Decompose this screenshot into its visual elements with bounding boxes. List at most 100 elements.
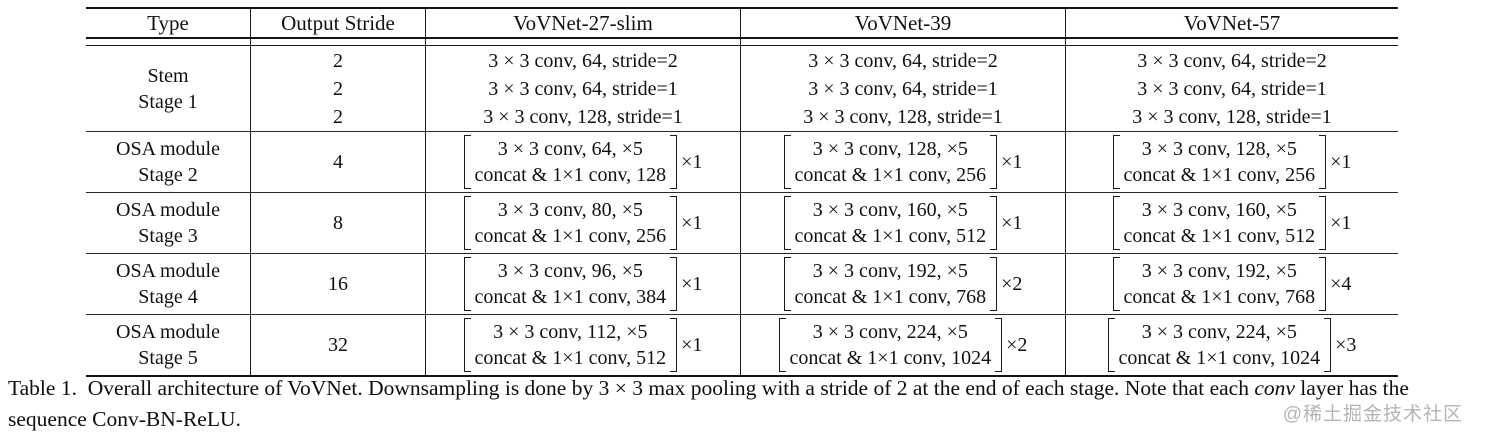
- type-label-line: OSA module: [116, 138, 220, 160]
- cell-output-stride: 2 2 2: [250, 46, 425, 131]
- osa-module-spec: 3 × 3 conv, 80, ×5 concat & 1×1 conv, 25…: [471, 197, 671, 249]
- matrix-bracket-left: [463, 318, 471, 372]
- matrix-bracket-left: [1112, 135, 1120, 189]
- conv-layer-spec: 3 × 3 conv, 80, ×5: [497, 199, 643, 221]
- stride-value: 2: [333, 105, 343, 128]
- osa-module-spec: 3 × 3 conv, 192, ×5 concat & 1×1 conv, 7…: [791, 258, 991, 310]
- type-label-line: OSA module: [116, 199, 220, 221]
- osa-module-spec: 3 × 3 conv, 128, ×5 concat & 1×1 conv, 2…: [1120, 136, 1320, 188]
- osa-module-spec: 3 × 3 conv, 64, ×5 concat & 1×1 conv, 12…: [471, 136, 671, 188]
- matrix-bracket-right: [1319, 135, 1327, 189]
- concat-layer-spec: concat & 1×1 conv, 128: [474, 164, 667, 186]
- architecture-table: Type Output Stride VoVNet-27-slim VoVNet…: [86, 7, 1398, 377]
- type-label-line: Stem: [147, 64, 189, 87]
- osa-module-block: 3 × 3 conv, 224, ×5 concat & 1×1 conv, 1…: [1107, 318, 1357, 372]
- cell-output-stride: 16: [250, 254, 425, 314]
- osa-module-block: 3 × 3 conv, 224, ×5 concat & 1×1 conv, 1…: [778, 318, 1027, 372]
- matrix-bracket-right: [990, 135, 998, 189]
- matrix-bracket-right: [990, 257, 998, 311]
- repeat-multiplier: ×1: [1330, 150, 1352, 173]
- matrix-bracket-right: [995, 318, 1003, 372]
- type-label-line: Stage 2: [138, 164, 198, 186]
- repeat-multiplier: ×1: [681, 333, 703, 356]
- matrix-bracket-right: [670, 135, 678, 189]
- col-header-vovnet-39: VoVNet-39: [740, 9, 1065, 37]
- osa-module-block: 3 × 3 conv, 64, ×5 concat & 1×1 conv, 12…: [463, 135, 703, 189]
- row-stage-2: OSA module Stage 2 4 3 × 3 conv, 64, ×5 …: [86, 131, 1398, 192]
- cell-vovnet39-stage4: 3 × 3 conv, 192, ×5 concat & 1×1 conv, 7…: [740, 254, 1065, 314]
- repeat-multiplier: ×1: [681, 150, 703, 173]
- matrix-bracket-left: [1112, 196, 1120, 250]
- cell-type: OSA module Stage 2: [86, 132, 250, 192]
- osa-module-spec: 3 × 3 conv, 224, ×5 concat & 1×1 conv, 1…: [786, 319, 996, 371]
- concat-layer-spec: concat & 1×1 conv, 512: [794, 225, 987, 247]
- caption-text: layer has the sequence Conv-BN-ReLU.: [8, 376, 1409, 431]
- stride-value: 2: [333, 49, 343, 72]
- conv-layer-spec: 3 × 3 conv, 128, ×5: [1141, 138, 1297, 160]
- matrix-bracket-right: [670, 257, 678, 311]
- conv-layer-spec: 3 × 3 conv, 224, ×5: [1141, 321, 1297, 343]
- cell-vovnet27-stage4: 3 × 3 conv, 96, ×5 concat & 1×1 conv, 38…: [425, 254, 740, 314]
- osa-module-spec: 3 × 3 conv, 128, ×5 concat & 1×1 conv, 2…: [791, 136, 991, 188]
- repeat-multiplier: ×1: [681, 272, 703, 295]
- type-label-line: OSA module: [116, 260, 220, 282]
- matrix-bracket-left: [463, 135, 471, 189]
- conv-layer-spec: 3 × 3 conv, 192, ×5: [812, 260, 968, 282]
- table-header-row: Type Output Stride VoVNet-27-slim VoVNet…: [86, 9, 1398, 37]
- caption-text: Table 1. Overall architecture of VoVNet.…: [8, 376, 1255, 400]
- osa-module-block: 3 × 3 conv, 112, ×5 concat & 1×1 conv, 5…: [463, 318, 703, 372]
- osa-module-block: 3 × 3 conv, 192, ×5 concat & 1×1 conv, 7…: [783, 257, 1022, 311]
- matrix-bracket-right: [1319, 196, 1327, 250]
- conv-layer-spec: 3 × 3 conv, 128, ×5: [812, 138, 968, 160]
- cell-vovnet39-stage3: 3 × 3 conv, 160, ×5 concat & 1×1 conv, 5…: [740, 193, 1065, 253]
- row-stage-3: OSA module Stage 3 8 3 × 3 conv, 80, ×5 …: [86, 192, 1398, 253]
- conv-layer-spec: 3 × 3 conv, 64, ×5: [497, 138, 643, 160]
- cell-vovnet57-stage4: 3 × 3 conv, 192, ×5 concat & 1×1 conv, 7…: [1065, 254, 1398, 314]
- conv-layer-spec: 3 × 3 conv, 128, stride=1: [803, 105, 1003, 128]
- repeat-multiplier: ×1: [681, 211, 703, 234]
- stride-value: 2: [333, 77, 343, 100]
- cell-vovnet57-stage3: 3 × 3 conv, 160, ×5 concat & 1×1 conv, 5…: [1065, 193, 1398, 253]
- header-double-rule: [86, 37, 1398, 46]
- cell-vovnet39-stage5: 3 × 3 conv, 224, ×5 concat & 1×1 conv, 1…: [740, 315, 1065, 375]
- col-header-vovnet-27-slim: VoVNet-27-slim: [425, 9, 740, 37]
- matrix-bracket-right: [670, 318, 678, 372]
- osa-module-spec: 3 × 3 conv, 96, ×5 concat & 1×1 conv, 38…: [471, 258, 671, 310]
- row-stage-4: OSA module Stage 4 16 3 × 3 conv, 96, ×5…: [86, 253, 1398, 314]
- col-header-output-stride: Output Stride: [250, 9, 425, 37]
- concat-layer-spec: concat & 1×1 conv, 512: [474, 347, 667, 369]
- osa-module-spec: 3 × 3 conv, 160, ×5 concat & 1×1 conv, 5…: [791, 197, 991, 249]
- matrix-bracket-left: [778, 318, 786, 372]
- concat-layer-spec: concat & 1×1 conv, 768: [794, 286, 987, 308]
- conv-layer-spec: 3 × 3 conv, 96, ×5: [497, 260, 643, 282]
- conv-layer-spec: 3 × 3 conv, 128, stride=1: [1132, 105, 1332, 128]
- cell-output-stride: 32: [250, 315, 425, 375]
- conv-layer-spec: 3 × 3 conv, 160, ×5: [812, 199, 968, 221]
- concat-layer-spec: concat & 1×1 conv, 1024: [789, 347, 992, 369]
- concat-layer-spec: concat & 1×1 conv, 256: [1123, 164, 1316, 186]
- conv-layer-spec: 3 × 3 conv, 160, ×5: [1141, 199, 1297, 221]
- osa-module-block: 3 × 3 conv, 96, ×5 concat & 1×1 conv, 38…: [463, 257, 703, 311]
- cell-vovnet39-stage2: 3 × 3 conv, 128, ×5 concat & 1×1 conv, 2…: [740, 132, 1065, 192]
- matrix-bracket-right: [990, 196, 998, 250]
- osa-module-block: 3 × 3 conv, 160, ×5 concat & 1×1 conv, 5…: [783, 196, 1022, 250]
- concat-layer-spec: concat & 1×1 conv, 384: [474, 286, 667, 308]
- cell-type: OSA module Stage 5: [86, 315, 250, 375]
- matrix-bracket-right: [670, 196, 678, 250]
- matrix-bracket-left: [783, 135, 791, 189]
- caption-italic-conv: conv: [1254, 376, 1295, 400]
- repeat-multiplier: ×3: [1335, 333, 1357, 356]
- conv-layer-spec: 3 × 3 conv, 64, stride=1: [488, 77, 678, 100]
- conv-layer-spec: 3 × 3 conv, 64, stride=2: [1137, 49, 1327, 72]
- matrix-bracket-right: [1319, 257, 1327, 311]
- matrix-bracket-left: [463, 257, 471, 311]
- concat-layer-spec: concat & 1×1 conv, 768: [1123, 286, 1316, 308]
- repeat-multiplier: ×4: [1330, 272, 1352, 295]
- concat-layer-spec: concat & 1×1 conv, 1024: [1118, 347, 1321, 369]
- matrix-bracket-left: [463, 196, 471, 250]
- osa-module-block: 3 × 3 conv, 128, ×5 concat & 1×1 conv, 2…: [1112, 135, 1352, 189]
- conv-layer-spec: 3 × 3 conv, 192, ×5: [1141, 260, 1297, 282]
- repeat-multiplier: ×1: [1001, 150, 1023, 173]
- osa-module-spec: 3 × 3 conv, 192, ×5 concat & 1×1 conv, 7…: [1120, 258, 1320, 310]
- osa-module-spec: 3 × 3 conv, 160, ×5 concat & 1×1 conv, 5…: [1120, 197, 1320, 249]
